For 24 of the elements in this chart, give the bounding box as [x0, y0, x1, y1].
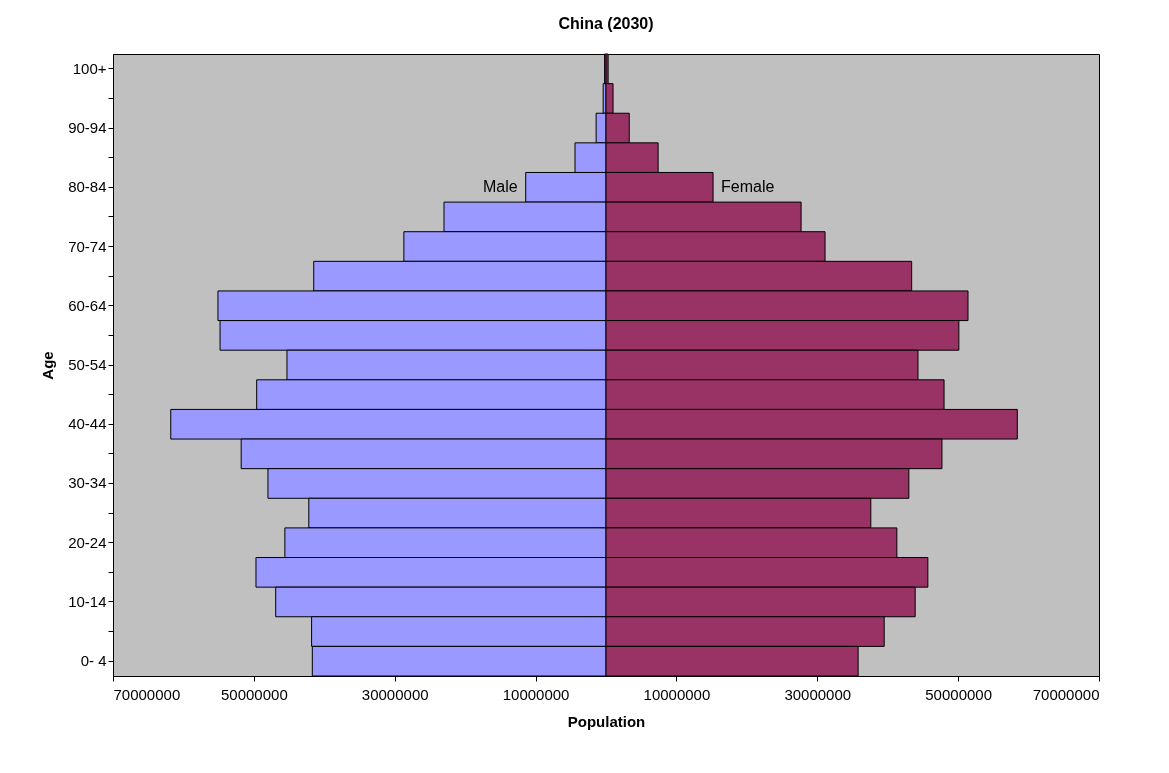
- y-tick-label: 70-74: [68, 237, 107, 255]
- y-tick-label: 60-64: [68, 296, 107, 314]
- y-tick-label: 90-94: [68, 119, 107, 137]
- y-tick-label: 50-54: [68, 356, 107, 373]
- y-tick-label: 0- 4: [80, 652, 107, 670]
- x-tick-label: 70000000: [113, 685, 181, 703]
- y-tick-label: 30-34: [68, 474, 107, 492]
- y-tick-label: 10-14: [68, 592, 107, 610]
- y-tick-label: 100+: [72, 59, 107, 77]
- x-tick-label: 10000000: [502, 685, 570, 703]
- y-axis-title: Age: [39, 351, 57, 380]
- y-tick-label: 40-44: [68, 415, 107, 433]
- x-tick-label: 10000000: [643, 685, 711, 703]
- x-tick-label: 50000000: [925, 685, 993, 703]
- x-tick-label: 50000000: [220, 685, 288, 703]
- y-tick-label: 80-84: [68, 178, 107, 196]
- chart-title: China (2030): [558, 14, 654, 32]
- y-tick-label: 20-24: [68, 533, 107, 551]
- series-label: Female: [721, 178, 775, 196]
- x-tick-label: 70000000: [1032, 685, 1100, 703]
- x-tick-label: 30000000: [361, 685, 429, 703]
- x-axis-title: Population: [567, 712, 646, 730]
- x-tick-label: 30000000: [784, 685, 852, 703]
- series-label: Male: [483, 178, 518, 196]
